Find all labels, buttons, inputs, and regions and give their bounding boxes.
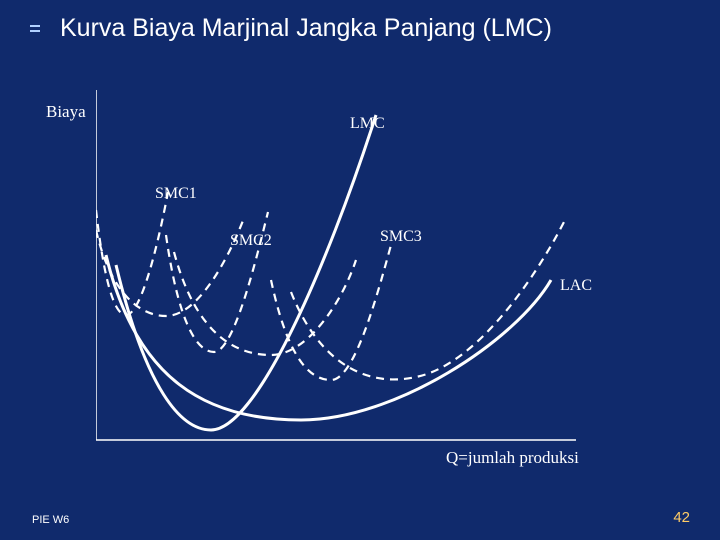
curve-sac1: [96, 218, 244, 316]
label-smc1: SMC1: [155, 185, 197, 203]
label-lmc: LMC: [350, 115, 385, 133]
y-axis-label: Biaya: [46, 102, 86, 122]
bullet-icon: [28, 22, 46, 36]
slide: Kurva Biaya Marjinal Jangka Panjang (LMC…: [0, 0, 720, 540]
footer-left: PIE W6: [32, 514, 69, 526]
curve-sac2: [174, 252, 356, 355]
footer-right: 42: [673, 509, 690, 526]
label-lac: LAC: [560, 277, 592, 295]
label-smc2: SMC2: [230, 232, 272, 250]
title-row: Kurva Biaya Marjinal Jangka Panjang (LMC…: [0, 14, 720, 43]
chart: Biaya Q=jumlah produksi LMC SMC1 SMC2 SM…: [96, 90, 596, 440]
curve-lmc: [116, 115, 376, 430]
slide-title: Kurva Biaya Marjinal Jangka Panjang (LMC…: [60, 14, 552, 43]
x-axis-label: Q=jumlah produksi: [446, 448, 579, 468]
chart-svg: [96, 90, 616, 460]
curve-smc1: [96, 192, 168, 315]
label-smc3: SMC3: [380, 228, 422, 246]
